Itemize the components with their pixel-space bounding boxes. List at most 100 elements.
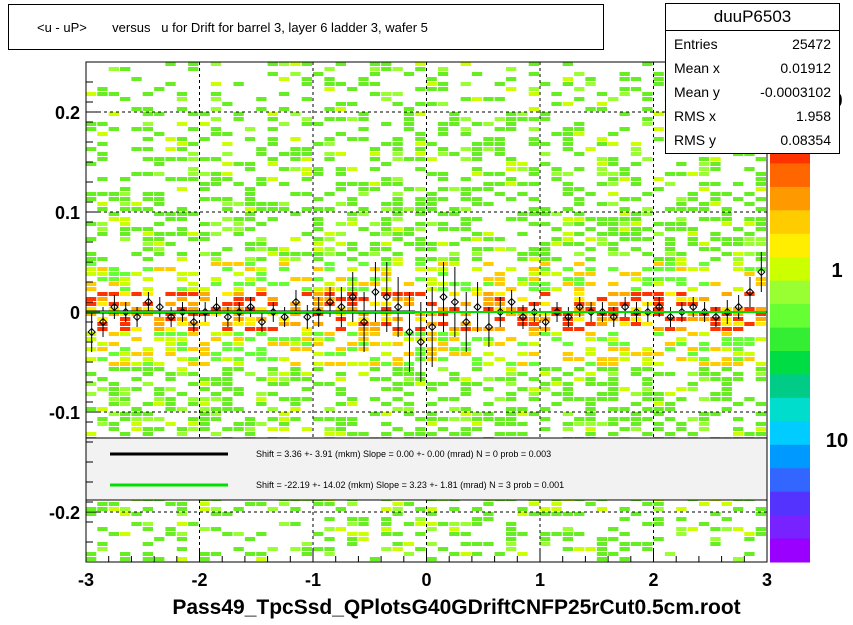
heat-cell [460, 207, 471, 211]
heat-cell [267, 377, 278, 381]
heat-cell [165, 317, 176, 321]
heat-cell [176, 227, 188, 231]
heat-cell [698, 417, 710, 421]
heat-cell [97, 202, 108, 206]
heat-cell [176, 232, 188, 236]
heat-cell [120, 277, 131, 281]
heat-cell [222, 387, 233, 391]
heat-cell [619, 127, 630, 131]
heat-cell [335, 287, 346, 291]
heat-cell [233, 367, 244, 371]
heat-cell [165, 82, 176, 86]
heat-cell [97, 87, 108, 91]
heat-cell [165, 402, 176, 406]
profile-point [541, 317, 550, 327]
heat-cell [540, 312, 551, 316]
heat-cell [369, 72, 381, 76]
heat-cell [415, 102, 426, 106]
heat-cell [574, 262, 585, 266]
heat-cell [278, 397, 290, 401]
profile-point [518, 312, 528, 322]
heat-cell [403, 72, 415, 76]
heat-cell [403, 362, 415, 366]
profile-point [711, 312, 721, 322]
heat-cell [233, 312, 244, 316]
heat-cell [676, 262, 687, 266]
heat-cell [471, 337, 483, 341]
heat-cell [154, 387, 165, 391]
heat-cell [369, 362, 381, 366]
heat-cell [687, 317, 698, 321]
heat-cell [608, 552, 619, 556]
heat-cell [733, 557, 744, 561]
heat-cell [562, 237, 573, 241]
heat-cell [154, 232, 165, 236]
heat-cell [120, 432, 131, 436]
heat-cell [540, 292, 551, 296]
heat-cell [347, 117, 358, 121]
heat-cell [710, 512, 721, 516]
heat-cell [687, 352, 698, 356]
heat-cell [608, 432, 619, 436]
heat-cell [244, 162, 256, 166]
heat-cell [551, 237, 562, 241]
heat-cell [426, 257, 437, 261]
heat-cell [551, 177, 562, 181]
heat-cell [313, 367, 324, 371]
heat-cell [494, 82, 505, 86]
heat-cell [222, 372, 233, 376]
heat-cell [449, 282, 460, 286]
heat-cell [698, 297, 710, 301]
heat-cell [199, 297, 210, 301]
heat-cell [596, 222, 608, 226]
heat-cell [642, 407, 653, 411]
heat-cell [142, 302, 153, 306]
heat-cell [483, 202, 494, 206]
heat-cell [256, 327, 267, 331]
heat-cell [165, 327, 176, 331]
heat-cell [528, 377, 539, 381]
heat-cell [449, 112, 460, 116]
heat-cell [358, 227, 369, 231]
heat-cell [710, 392, 721, 396]
heat-cell [664, 342, 676, 346]
heat-cell [608, 232, 619, 236]
heat-cell [664, 417, 676, 421]
heat-cell [494, 397, 505, 401]
heat-cell [471, 237, 483, 241]
heat-cell [392, 547, 403, 551]
heat-cell [403, 157, 415, 161]
heat-cell [630, 212, 642, 216]
heat-cell [108, 282, 119, 286]
heat-cell [630, 392, 642, 396]
heat-cell [403, 232, 415, 236]
heat-cell [471, 327, 483, 331]
heat-cell [97, 357, 108, 361]
heat-cell [415, 62, 426, 66]
heat-cell [517, 532, 528, 536]
heat-cell [460, 127, 471, 131]
heat-cell [698, 162, 710, 166]
profile-point [371, 287, 380, 297]
heat-cell [619, 227, 630, 231]
profile-point [189, 317, 199, 327]
heat-cell [86, 147, 97, 151]
heat-cell [687, 242, 698, 246]
heat-cell [506, 167, 517, 171]
heat-cell [142, 242, 153, 246]
heat-cell [755, 207, 766, 211]
x-tick-label: -3 [78, 570, 94, 590]
heat-cell [142, 367, 153, 371]
heat-cell [347, 537, 358, 541]
heat-cell [403, 432, 415, 436]
heat-cell [244, 297, 256, 301]
heat-cell [710, 377, 721, 381]
heat-cell [551, 92, 562, 96]
heat-cell [437, 67, 449, 71]
heat-cell [551, 377, 562, 381]
heat-cell [676, 172, 687, 176]
heat-cell [437, 212, 449, 216]
heat-cell [154, 162, 165, 166]
heat-cell [721, 242, 732, 246]
profile-point [734, 302, 743, 312]
